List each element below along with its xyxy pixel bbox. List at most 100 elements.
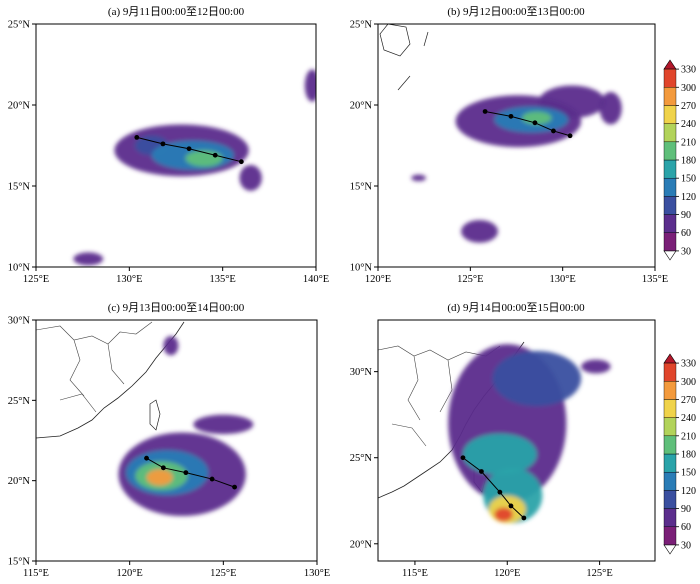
y-tick-label: 15°N — [8, 557, 31, 568]
colorbar-bottom-extension — [663, 250, 677, 261]
colorbar-segment — [663, 177, 677, 197]
colorbar-segment — [663, 417, 677, 437]
colorbar-tick-label: 60 — [681, 228, 691, 239]
typhoon-track-point — [532, 120, 538, 126]
panel-c: (c) 9月13日00:00至14日00:00 115°E 120°E 125°E 1… — [8, 302, 330, 579]
panel-a-track — [134, 135, 244, 165]
y-tick-label: 25°N — [350, 453, 373, 464]
colorbar-tick-label: 300 — [681, 83, 696, 94]
colorbar-tick-label: 240 — [681, 119, 696, 130]
panel-c-coastline — [36, 321, 185, 439]
precip-cell — [304, 69, 316, 102]
colorbar-segment — [663, 490, 677, 509]
panel-d-title: (d) 9月14日00:00至15日00:00 — [447, 302, 585, 314]
panel-c-x-axis: 115°E 120°E 125°E 130°E — [23, 561, 330, 579]
precip-cell — [581, 359, 611, 374]
colorbar-bottom: 30 60 90 120 150 180 210 240 270 300 330 — [663, 353, 696, 555]
colorbar-tick-label: 270 — [681, 395, 696, 406]
x-tick-label: 120°E — [365, 274, 391, 285]
colorbar-tick-label: 300 — [681, 377, 696, 388]
typhoon-track-point — [521, 515, 527, 521]
panel-d-plot — [378, 341, 611, 524]
colorbar-tick-label: 150 — [681, 174, 696, 185]
y-tick-label: 25°N — [350, 20, 373, 31]
panel-b-title: (b) 9月12日00:00至13日00:00 — [447, 6, 585, 18]
colorbar-tick-label: 120 — [681, 486, 696, 497]
typhoon-track-point — [551, 128, 556, 134]
typhoon-track-point — [160, 141, 166, 147]
panel-b-frame — [377, 23, 656, 268]
panel-b-plot — [379, 24, 622, 243]
x-tick-label: 120°E — [494, 568, 520, 579]
typhoon-track-point — [479, 469, 484, 474]
colorbar-segment — [663, 508, 677, 527]
colorbar-segment — [663, 471, 677, 491]
panel-b-x-axis: 120°E 125°E 130°E 135°E — [365, 267, 668, 285]
typhoon-track-point — [144, 455, 149, 461]
precip-cell — [599, 92, 622, 125]
x-tick-label: 120°E — [116, 568, 142, 579]
colorbar-top-extension — [663, 59, 677, 70]
panel-a-plot — [73, 69, 316, 266]
colorbar-segment — [663, 526, 677, 546]
colorbar-tick-label: 30 — [681, 540, 691, 551]
colorbar-top: 30 60 90 120 150 180 210 240 270 300 330 — [663, 59, 696, 261]
colorbar-tick-label: 330 — [681, 65, 696, 76]
panel-d: (d) 9月14日00:00至15日00:00 115°E 120°E 125°E … — [350, 302, 656, 579]
panel-d-x-axis: 115°E 120°E 125°E — [402, 561, 613, 579]
x-tick-label: 125°E — [586, 568, 612, 579]
colorbar-segment — [663, 123, 677, 143]
panel-c-title: (c) 9月13日00:00至14日00:00 — [108, 302, 245, 314]
y-tick-label: 20°N — [8, 101, 31, 112]
colorbar-tick-label: 30 — [681, 246, 691, 257]
colorbar-segment — [663, 453, 677, 473]
precip-cell — [462, 433, 537, 475]
colorbar-segment — [663, 68, 677, 88]
panel-d-y-axis: 20°N 25°N 30°N — [350, 367, 378, 550]
typhoon-track-point — [232, 484, 237, 490]
colorbar-tick-label: 150 — [681, 468, 696, 479]
panel-b-track — [482, 109, 573, 139]
colorbar-tick-label: 240 — [681, 413, 696, 424]
colorbar-segment — [663, 87, 677, 106]
typhoon-track-point — [508, 503, 514, 509]
panel-d-province-borders — [378, 345, 501, 447]
x-tick-label: 130°E — [549, 274, 575, 285]
panel-c-taiwan — [149, 399, 161, 431]
colorbar-tick-label: 210 — [681, 431, 696, 442]
colorbar-segment — [663, 362, 677, 382]
panel-a: (a) 9月11日00:00至12日00:00 125°E 130°E 135°E 1… — [8, 6, 329, 285]
y-tick-label: 15°N — [350, 182, 373, 193]
typhoon-track-point — [212, 152, 218, 158]
typhoon-track-point — [186, 146, 192, 152]
colorbar-segment — [663, 159, 677, 179]
precip-cell — [163, 336, 179, 356]
x-tick-label: 135°E — [642, 274, 668, 285]
colorbar-tick-label: 210 — [681, 137, 696, 148]
panel-b-y-axis: 10°N 15°N 20°N 25°N — [350, 20, 378, 274]
panel-b: (b) 9月12日00:00至13日00:00 120°E 125°E 130°E 1… — [350, 6, 668, 285]
colorbar-tick-label: 180 — [681, 156, 696, 167]
panel-a-precip — [73, 69, 316, 266]
colorbar-segment — [663, 214, 677, 233]
panel-d-precip — [448, 344, 611, 524]
precip-cell — [492, 350, 582, 407]
panel-c-precip — [118, 336, 254, 517]
precip-cell — [461, 220, 499, 243]
colorbar-tick-label: 270 — [681, 101, 696, 112]
x-tick-label: 140°E — [303, 274, 329, 285]
panel-b-island-line — [397, 75, 411, 91]
colorbar-segment — [663, 232, 677, 252]
x-tick-label: 115°E — [402, 568, 428, 579]
panel-a-y-axis: 10°N 15°N 20°N 25°N — [8, 20, 36, 274]
y-tick-label: 20°N — [350, 101, 373, 112]
x-tick-label: 125°E — [457, 274, 483, 285]
colorbar-segment — [663, 141, 677, 161]
y-tick-label: 10°N — [350, 263, 373, 274]
colorbar-bottom-extension — [663, 544, 677, 555]
colorbar-segment — [663, 381, 677, 400]
panel-c-frame — [35, 319, 318, 562]
y-tick-label: 15°N — [8, 182, 31, 193]
precip-cell — [73, 252, 104, 266]
